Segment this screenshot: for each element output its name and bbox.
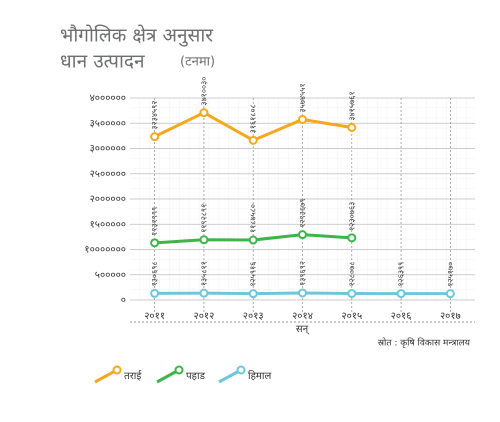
x-tick-label: २०१४ bbox=[292, 311, 313, 322]
y-tick-label: ० bbox=[121, 295, 126, 306]
legend-marker bbox=[174, 365, 184, 375]
value-label: ३५७४५५१ bbox=[298, 83, 307, 112]
value-label: १३९६९२ bbox=[298, 261, 307, 286]
y-tick-label: ४०००००० bbox=[90, 93, 126, 104]
point bbox=[347, 233, 357, 243]
point bbox=[248, 135, 258, 145]
y-tick-label: २०००००० bbox=[90, 194, 126, 205]
point bbox=[298, 230, 307, 240]
y-tick-label: १५००००० bbox=[90, 219, 126, 230]
point bbox=[150, 288, 160, 298]
legend-label: हिमाल bbox=[248, 370, 271, 382]
point bbox=[347, 289, 357, 299]
value-label: १३०६९८ bbox=[150, 261, 159, 286]
point bbox=[248, 289, 258, 299]
y-tick-label: ३०००००० bbox=[90, 144, 126, 155]
value-label: १२५१७० bbox=[446, 262, 455, 287]
value-label: १२५९१६ bbox=[249, 262, 258, 287]
point bbox=[150, 238, 160, 248]
point bbox=[298, 288, 307, 298]
x-tick-label: २०१३ bbox=[243, 311, 264, 322]
unit: (टनमा) bbox=[180, 55, 215, 70]
y-tick-label: ३५००००० bbox=[90, 118, 126, 129]
value-label: ३४१५७६१ bbox=[347, 91, 356, 120]
point bbox=[150, 132, 160, 142]
legend-marker bbox=[112, 365, 122, 375]
value-label: ३७१००३० bbox=[199, 77, 208, 106]
value-label: ११९२८९१ bbox=[199, 204, 208, 233]
source: स्रोत : कृषि विकास मन्त्रालय bbox=[378, 337, 471, 349]
point bbox=[248, 235, 258, 245]
point bbox=[199, 235, 209, 245]
point bbox=[298, 114, 307, 124]
point bbox=[199, 108, 209, 118]
legend-label: तराई bbox=[124, 370, 142, 382]
x-axis-label: सन् bbox=[296, 324, 310, 335]
x-tick-label: २०१७ bbox=[440, 311, 461, 322]
x-tick-label: २०१५ bbox=[341, 311, 362, 322]
chart-subtitle: धान उत्पादन bbox=[60, 51, 145, 73]
point bbox=[396, 289, 406, 299]
point bbox=[347, 123, 357, 133]
value-label: ३१६१८०८ bbox=[249, 104, 258, 133]
value-label: १२९३६७९ bbox=[298, 199, 307, 228]
y-tick-label: २५००००० bbox=[90, 169, 126, 180]
value-label: १२८०७८ bbox=[347, 262, 356, 287]
value-label: ११३१९९९ bbox=[150, 207, 159, 236]
value-label: १२६३९९ bbox=[397, 262, 406, 287]
value-label: ११८७५८० bbox=[249, 204, 258, 233]
x-tick-label: २०१२ bbox=[194, 311, 215, 322]
value-label: १३५८११ bbox=[199, 261, 208, 286]
y-tick-label: १००००००० bbox=[84, 245, 126, 256]
value-label: ३२३४५९२ bbox=[150, 101, 159, 130]
chart-title: भौगोलिक क्षेत्र अनुसार bbox=[60, 24, 214, 48]
point bbox=[199, 288, 209, 298]
value-label: १२३०७६३ bbox=[347, 202, 356, 231]
legend-marker bbox=[236, 365, 246, 375]
x-tick-label: २०१६ bbox=[391, 311, 412, 322]
x-tick-label: २०११ bbox=[144, 311, 165, 322]
point bbox=[445, 289, 455, 299]
y-tick-label: ५००००० bbox=[95, 270, 126, 281]
legend-label: पहाड bbox=[186, 371, 206, 382]
